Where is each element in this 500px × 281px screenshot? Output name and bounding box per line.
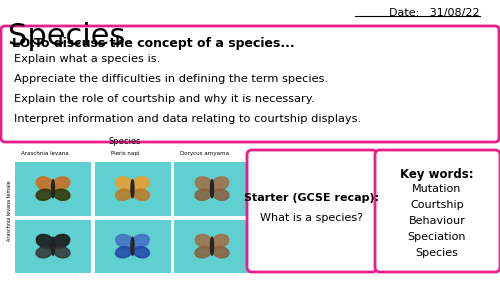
Ellipse shape (196, 177, 212, 191)
Text: What is a species?: What is a species? (260, 213, 364, 223)
Text: Courtship: Courtship (410, 200, 464, 210)
FancyBboxPatch shape (94, 162, 170, 216)
Text: Starter (GCSE recap):: Starter (GCSE recap): (244, 193, 380, 203)
Text: Mutation: Mutation (412, 184, 462, 194)
Ellipse shape (196, 234, 212, 248)
Ellipse shape (132, 234, 149, 248)
FancyBboxPatch shape (1, 26, 499, 142)
Ellipse shape (210, 180, 214, 198)
Text: Species: Species (416, 248, 459, 258)
Ellipse shape (131, 237, 134, 255)
Text: Interpret information and data relating to courtship displays.: Interpret information and data relating … (14, 114, 361, 124)
Ellipse shape (54, 247, 70, 258)
Ellipse shape (36, 189, 52, 200)
Ellipse shape (131, 180, 134, 198)
FancyBboxPatch shape (174, 162, 250, 216)
Ellipse shape (213, 189, 229, 200)
Ellipse shape (52, 177, 70, 191)
FancyBboxPatch shape (15, 162, 91, 216)
Text: Appreciate the difficulties in defining the term species.: Appreciate the difficulties in defining … (14, 74, 328, 84)
Text: Dorycus arnyama: Dorycus arnyama (180, 151, 230, 156)
Ellipse shape (134, 189, 150, 200)
Ellipse shape (213, 247, 229, 258)
FancyBboxPatch shape (94, 219, 170, 273)
Ellipse shape (52, 180, 54, 198)
Text: Species: Species (8, 22, 126, 51)
Ellipse shape (195, 247, 211, 258)
Ellipse shape (116, 177, 133, 191)
FancyBboxPatch shape (15, 219, 91, 273)
Ellipse shape (210, 237, 214, 255)
Text: Explain what a species is.: Explain what a species is. (14, 54, 160, 64)
Ellipse shape (195, 189, 211, 200)
Ellipse shape (54, 189, 70, 200)
Text: Araschnia levana female: Araschnia levana female (7, 180, 12, 241)
Text: Date:   31/08/22: Date: 31/08/22 (390, 8, 480, 18)
FancyBboxPatch shape (375, 150, 500, 272)
Ellipse shape (212, 234, 228, 248)
Text: Explain the role of courtship and why it is necessary.: Explain the role of courtship and why it… (14, 94, 314, 104)
Text: Key words:: Key words: (400, 168, 474, 181)
Text: Behaviour: Behaviour (408, 216, 466, 226)
FancyBboxPatch shape (247, 150, 377, 272)
Ellipse shape (116, 189, 132, 200)
Ellipse shape (116, 247, 132, 258)
Ellipse shape (36, 234, 54, 248)
Ellipse shape (36, 177, 54, 191)
Ellipse shape (134, 247, 150, 258)
Text: Speciation: Speciation (408, 232, 466, 242)
FancyBboxPatch shape (174, 219, 250, 273)
Ellipse shape (52, 234, 70, 248)
Ellipse shape (212, 177, 228, 191)
Ellipse shape (52, 237, 54, 255)
Text: Pieris napi: Pieris napi (111, 151, 139, 156)
Ellipse shape (116, 234, 133, 248)
Text: Species: Species (109, 137, 142, 146)
Ellipse shape (36, 247, 52, 258)
Ellipse shape (132, 177, 149, 191)
Text: LO:: LO: (12, 37, 40, 50)
Text: To discuss the concept of a species...: To discuss the concept of a species... (34, 37, 294, 50)
Text: Araschnia levana: Araschnia levana (21, 151, 69, 156)
